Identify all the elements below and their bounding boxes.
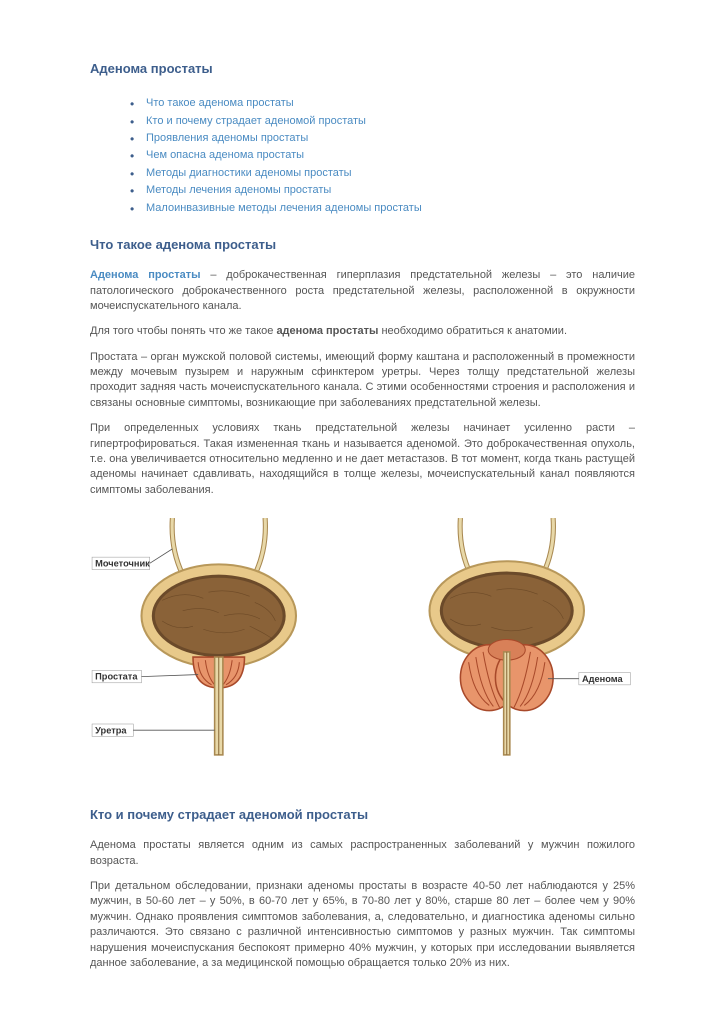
- section-heading: Что такое аденома простаты: [90, 236, 635, 254]
- toc-link[interactable]: Методы диагностики аденомы простаты: [146, 167, 352, 179]
- paragraph: Для того чтобы понять что же такое адено…: [90, 324, 635, 339]
- toc-link[interactable]: Проявления аденомы простаты: [146, 132, 308, 144]
- paragraph: При детальном обследовании, признаки аде…: [90, 879, 635, 971]
- label-adenoma: Аденома: [581, 674, 623, 684]
- term-bold: аденома простаты: [276, 325, 378, 337]
- text: необходимо обратиться к анатомии.: [378, 325, 567, 337]
- page-title: Аденома простаты: [90, 60, 635, 78]
- paragraph: При определенных условиях ткань предстат…: [90, 421, 635, 498]
- table-of-contents: Что такое аденома простаты Кто и почему …: [130, 96, 635, 216]
- toc-link[interactable]: Что такое аденома простаты: [146, 97, 294, 109]
- anatomy-diagram-row: Мочеточник Простата Уретра: [90, 518, 635, 786]
- term-link[interactable]: Аденома простаты: [90, 269, 201, 281]
- normal-prostate-diagram: Мочеточник Простата Уретра: [90, 518, 348, 786]
- paragraph: Аденома простаты – доброкачественная гип…: [90, 268, 635, 314]
- toc-link[interactable]: Чем опасна аденома простаты: [146, 149, 304, 161]
- label-prostate: Простата: [95, 672, 138, 682]
- toc-link[interactable]: Кто и почему страдает аденомой простаты: [146, 115, 366, 127]
- toc-link[interactable]: Методы лечения аденомы простаты: [146, 184, 331, 196]
- paragraph: Аденома простаты является одним из самых…: [90, 838, 635, 869]
- label-urethra: Уретра: [95, 725, 127, 735]
- adenoma-prostate-diagram: Аденома: [378, 518, 636, 786]
- toc-link[interactable]: Малоинвазивные методы лечения аденомы пр…: [146, 202, 422, 214]
- text: Для того чтобы понять что же такое: [90, 325, 276, 337]
- label-ureter: Мочеточник: [95, 559, 150, 569]
- paragraph: Простата – орган мужской половой системы…: [90, 350, 635, 412]
- section-heading: Кто и почему страдает аденомой простаты: [90, 806, 635, 824]
